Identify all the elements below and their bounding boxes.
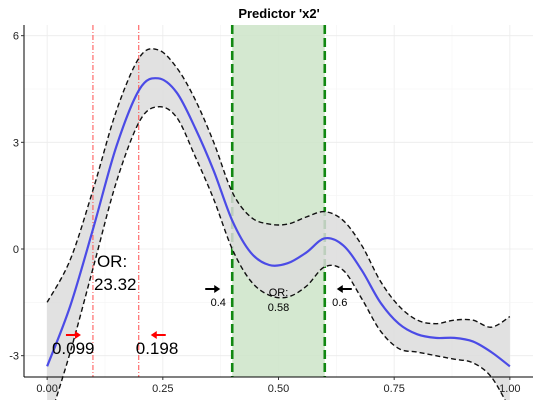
- y-tick-label: 0: [13, 244, 19, 256]
- axes-group: [21, 25, 533, 380]
- tick-labels-group: -3 0 3 6 0.00 0.25 0.50 0.75 1.00: [9, 31, 520, 395]
- left-edge-label: 0.4: [211, 297, 226, 309]
- arrow-left-2-head: [150, 331, 157, 339]
- or-small-label: OR:: [269, 287, 289, 299]
- arrow-left-4-head: [336, 285, 343, 293]
- arrow-right-1-head: [74, 331, 81, 339]
- ref2-label: 0.198: [136, 339, 179, 358]
- x-tick-label: 0.00: [36, 383, 57, 395]
- upper-bound-line: [46, 48, 511, 328]
- y-tick-label: -3: [9, 351, 19, 363]
- x-tick-label: 1.00: [499, 383, 520, 395]
- highlight-region-group: [230, 25, 327, 377]
- confidence-band-group: [47, 48, 510, 400]
- series-lines-group: [46, 48, 511, 400]
- estimate-line: [46, 77, 511, 368]
- lower-bound-line: [54, 106, 506, 400]
- or-small-value: 0.58: [268, 302, 289, 314]
- x-tick-label: 0.50: [268, 383, 289, 395]
- arrow-right-3-head: [214, 285, 221, 293]
- right-edge-label: 0.6: [332, 297, 347, 309]
- y-tick-label: 6: [13, 31, 19, 43]
- y-tick-label: 3: [13, 137, 19, 149]
- x-tick-label: 0.75: [383, 383, 404, 395]
- chart-title: Predictor 'x2': [238, 6, 319, 21]
- highlight-region: [232, 25, 325, 377]
- reference-lines-group: [92, 25, 140, 377]
- x-tick-label: 0.25: [152, 383, 173, 395]
- or-big-label: OR:: [97, 252, 127, 271]
- or-big-value: 23.32: [94, 275, 137, 294]
- arrows-group: [65, 285, 352, 339]
- confidence-band: [47, 48, 510, 400]
- ref1-label: 0.099: [52, 339, 95, 358]
